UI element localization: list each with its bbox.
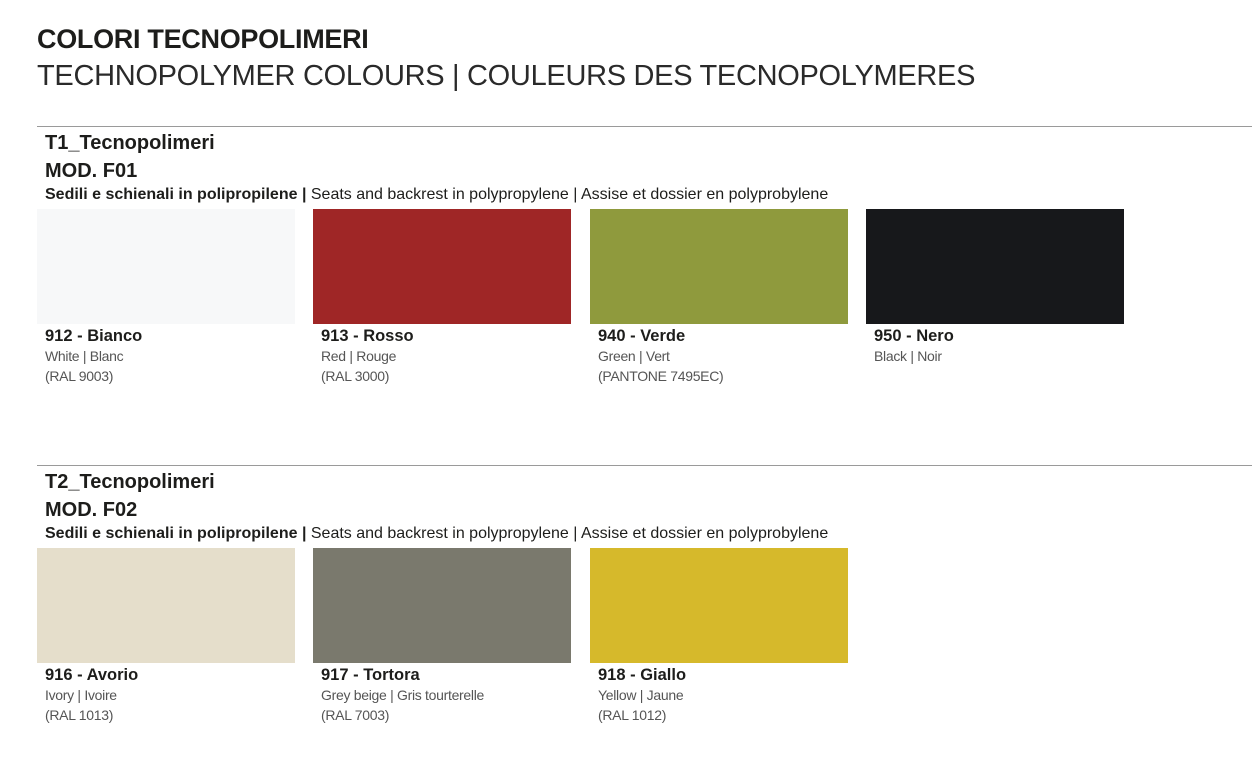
swatch-label: 913 - Rosso Red | Rouge (RAL 3000) [321,326,581,386]
section-t1: T1_Tecnopolimeri MOD. F01 Sedili e schie… [0,126,1252,426]
color-translation: White | Blanc [45,348,124,364]
description-translations: Seats and backrest in polypropylene | As… [306,186,829,203]
color-translation: Black | Noir [874,348,942,364]
color-translation: Yellow | Jaune [598,687,684,703]
section-divider [37,465,1252,466]
color-name: 918 - Giallo [598,666,687,684]
color-translation: Ivory | Ivoire [45,687,117,703]
color-name: 950 - Nero [874,327,954,345]
color-reference: (RAL 3000) [321,368,390,384]
color-swatch [37,209,295,324]
color-reference: (RAL 9003) [45,368,114,384]
color-name: 912 - Bianco [45,327,143,345]
description-translations: Seats and backrest in polypropylene | As… [306,525,829,542]
color-name: 940 - Verde [598,327,686,345]
color-reference: (RAL 1012) [598,707,667,723]
section-t2: T2_Tecnopolimeri MOD. F02 Sedili e schie… [0,465,1252,765]
color-swatch [37,548,295,663]
section-description: Sedili e schienali in polipropilene | Se… [45,525,828,543]
swatch-label: 940 - Verde Green | Vert (PANTONE 7495EC… [598,326,858,386]
section-divider [37,126,1252,127]
section-heading: T2_Tecnopolimeri [45,471,215,493]
model-label: MOD. F02 [45,499,138,521]
model-label: MOD. F01 [45,160,138,182]
swatch-label: 950 - Nero Black | Noir [874,326,1134,366]
color-name: 916 - Avorio [45,666,139,684]
swatch-label: 916 - Avorio Ivory | Ivoire (RAL 1013) [45,665,305,725]
color-name: 913 - Rosso [321,327,414,345]
swatch-label: 917 - Tortora Grey beige | Gris tourtere… [321,665,581,725]
swatch-label: 912 - Bianco White | Blanc (RAL 9003) [45,326,305,386]
color-swatch [313,209,571,324]
swatch-label: 918 - Giallo Yellow | Jaune (RAL 1012) [598,665,858,725]
color-translation: Red | Rouge [321,348,397,364]
description-italian: Sedili e schienali in polipropilene | [45,186,307,203]
color-reference: (RAL 7003) [321,707,390,723]
page-subtitle: TECHNOPOLYMER COLOURS | COULEURS DES TEC… [37,60,976,92]
color-reference: (PANTONE 7495EC) [598,368,724,384]
section-description: Sedili e schienali in polipropilene | Se… [45,186,828,204]
section-heading: T1_Tecnopolimeri [45,132,215,154]
color-swatch [590,209,848,324]
color-translation: Grey beige | Gris tourterelle [321,687,485,703]
color-swatch [866,209,1124,324]
color-translation: Green | Vert [598,348,670,364]
description-italian: Sedili e schienali in polipropilene | [45,525,307,542]
page-title: COLORI TECNOPOLIMERI [37,24,369,54]
color-reference: (RAL 1013) [45,707,114,723]
color-name: 917 - Tortora [321,666,420,684]
color-swatch [590,548,848,663]
color-swatch [313,548,571,663]
